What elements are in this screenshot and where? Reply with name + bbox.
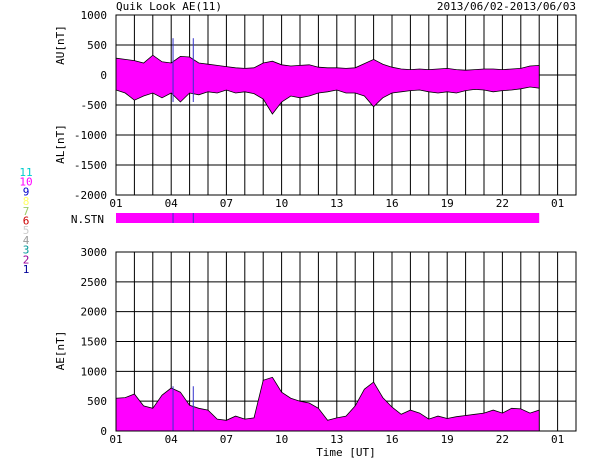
- station-number-label: 9: [23, 185, 30, 198]
- ae-xtick-label: 22: [496, 433, 509, 446]
- station-number-label: 11: [19, 166, 32, 179]
- ae-axis-label: AE[nT]: [54, 331, 67, 371]
- au-al-area: [115, 54, 540, 115]
- aual-xtick-label: 01: [551, 197, 564, 210]
- station-number-label: 4: [23, 234, 30, 247]
- station-number-label: 10: [19, 176, 32, 189]
- ae-xtick-label: 10: [275, 433, 288, 446]
- aual-xtick-label: 16: [385, 197, 398, 210]
- aual-xtick-label: 04: [165, 197, 179, 210]
- chart-title: Quik Look AE(11): [116, 0, 222, 13]
- aual-xtick-label: 22: [496, 197, 509, 210]
- aual-xtick-label: 13: [330, 197, 343, 210]
- ae-frame: [115, 251, 577, 432]
- station-number-label: 1: [23, 263, 30, 276]
- aual-xtick-label: 07: [220, 197, 233, 210]
- nstn-label: N.STN: [71, 213, 104, 226]
- station-number-label: 8: [23, 195, 30, 208]
- aual-xtick-label: 01: [109, 197, 122, 210]
- aual-ytick-label: -500: [81, 99, 108, 112]
- station-number-label: 3: [23, 244, 30, 257]
- ae-xtick-label: 19: [441, 433, 454, 446]
- al-axis-label: AL[nT]: [54, 124, 67, 164]
- aual-ytick-label: 500: [87, 39, 107, 52]
- ae-ytick-label: 500: [87, 395, 107, 408]
- aual-ytick-label: 1000: [81, 9, 108, 22]
- station-number-label: 6: [23, 215, 30, 228]
- ae-xtick-label: 07: [220, 433, 233, 446]
- station-count-panel: N.STN: [71, 213, 540, 226]
- nstn-coverage-bar: [116, 213, 540, 223]
- aual-frame: [115, 14, 577, 196]
- date-range: 2013/06/02-2013/06/03: [437, 0, 576, 13]
- aual-ytick-label: 0: [100, 69, 107, 82]
- time-axis-label: Time [UT]: [316, 446, 376, 459]
- ae-xtick-label: 01: [551, 433, 564, 446]
- ae-ytick-label: 1000: [81, 365, 108, 378]
- aual-ytick-label: -1000: [74, 129, 107, 142]
- ae-xtick-label: 13: [330, 433, 343, 446]
- ae-ytick-label: 2000: [81, 306, 108, 319]
- ae-ytick-label: 3000: [81, 246, 108, 259]
- ae-xtick-label: 01: [109, 433, 122, 446]
- aual-xtick-label: 10: [275, 197, 288, 210]
- ae-ytick-label: 2500: [81, 276, 108, 289]
- ae-xtick-label: 16: [385, 433, 398, 446]
- ae-xtick-label: 04: [165, 433, 179, 446]
- ae-area: [115, 376, 540, 432]
- station-number-label: 5: [23, 224, 30, 237]
- station-number-label: 2: [23, 253, 30, 266]
- aual-ytick-label: -2000: [74, 189, 107, 202]
- station-number-label: 7: [23, 205, 30, 218]
- aual-xtick-label: 19: [441, 197, 454, 210]
- ae-ytick-label: 1500: [81, 336, 108, 349]
- ae-ytick-label: 0: [100, 425, 107, 438]
- aual-ytick-label: -1500: [74, 159, 107, 172]
- au-axis-label: AU[nT]: [54, 25, 67, 65]
